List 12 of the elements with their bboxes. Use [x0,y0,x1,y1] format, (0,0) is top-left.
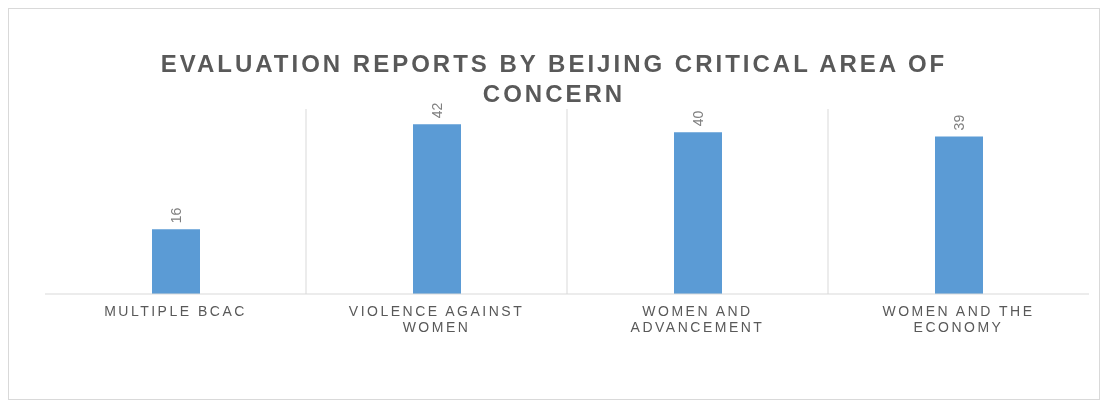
x-tick-label: MULTIPLE BCAC [104,303,247,319]
data-label: 39 [951,114,967,131]
data-label: 16 [168,207,184,224]
bar [935,136,983,294]
data-label: 42 [429,102,445,119]
bar [674,132,722,294]
x-tick-label: VIOLENCE AGAINST WOMEN [348,303,525,335]
x-tick-label: WOMEN AND ADVANCEMENT [630,303,765,335]
bar [413,124,461,294]
bar [152,229,200,294]
x-tick-label: WOMEN AND THE ECONOMY [882,303,1035,335]
data-label: 40 [690,110,706,127]
